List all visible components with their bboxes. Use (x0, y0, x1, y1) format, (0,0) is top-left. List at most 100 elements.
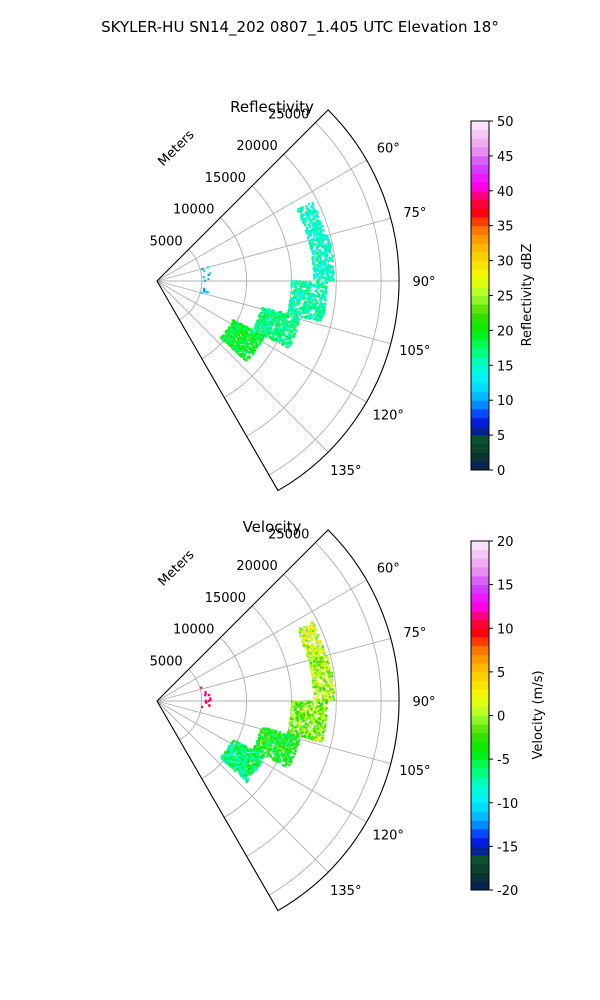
echo-gate (313, 277, 316, 280)
colorbar-segment (471, 400, 489, 410)
echo-gate (252, 348, 255, 351)
echo-gate (235, 345, 238, 348)
echo-gate (296, 713, 299, 716)
echo-gate (247, 757, 250, 760)
echo-gate (226, 748, 230, 751)
echo-gate (254, 768, 257, 771)
echo-gate (243, 771, 246, 774)
echo-gate (300, 290, 304, 293)
echo-gate (273, 751, 276, 754)
echo-gate (328, 251, 332, 254)
echo-gate (307, 283, 311, 287)
echo-gate (290, 314, 293, 317)
echo-gate (319, 235, 322, 238)
echo-gate (284, 321, 287, 324)
echo-gate (273, 750, 276, 753)
echo-gate (308, 241, 311, 244)
echo-gate (319, 716, 322, 719)
echo-gate (304, 223, 307, 226)
echo-gate (266, 330, 269, 333)
colorbar-segment (471, 155, 489, 166)
echo-gate (247, 346, 250, 349)
echo-gate (255, 327, 259, 330)
echo-gate (297, 300, 300, 303)
echo-region (286, 700, 328, 743)
echo-gate (329, 697, 333, 700)
echo-gate (291, 735, 294, 738)
echo-gate (229, 751, 232, 754)
echo-gate (321, 290, 324, 293)
colorbar-segment (471, 654, 489, 664)
echo-gate (254, 744, 257, 748)
echo-gate (326, 267, 330, 271)
echo-gate (316, 307, 319, 311)
echo-gate (318, 305, 322, 309)
echo-gate (294, 325, 297, 328)
echo-gate (311, 705, 314, 708)
colorbar-segment (471, 567, 489, 577)
echo-gate (322, 666, 325, 669)
echo-gate (310, 716, 313, 719)
echo-gate (259, 335, 262, 338)
echo-gate (297, 733, 300, 736)
echo-gate (317, 738, 320, 741)
echo-gate (297, 725, 300, 728)
echo-gate (324, 669, 327, 672)
echo-gate (234, 322, 237, 325)
echo-gate (312, 256, 315, 259)
echo-gate (289, 747, 292, 750)
echo-gate (310, 228, 314, 231)
echo-gate (319, 315, 322, 318)
echo-gate (232, 758, 236, 761)
echo-gate (228, 340, 231, 343)
echo-gate (305, 315, 308, 319)
echo-gate (259, 340, 262, 343)
echo-gate (308, 211, 311, 214)
echo-gate (245, 348, 249, 352)
echo-gate (328, 245, 332, 248)
echo-gate (305, 307, 308, 310)
echo-gate (268, 311, 271, 315)
echo-gate (230, 324, 233, 328)
range-tick-label: 5000 (150, 234, 183, 249)
echo-gate (258, 322, 261, 325)
echo-gate (294, 289, 297, 292)
echo-gate (241, 341, 245, 344)
echo-gate (247, 770, 250, 773)
echo-gate (290, 335, 293, 338)
echo-gate (311, 681, 315, 684)
echo-gate (270, 313, 273, 316)
echo-gate (327, 238, 330, 242)
echo-gate (283, 764, 287, 767)
echo-gate (252, 340, 255, 343)
echo-gate (266, 309, 269, 312)
echo-gate (281, 737, 284, 740)
echo-gate (296, 732, 299, 735)
echo-gate (309, 645, 312, 648)
echo-gate (224, 758, 228, 761)
echo-gate (288, 327, 291, 330)
echo-gate (239, 752, 242, 756)
echo-gate (290, 724, 293, 727)
echo-gate (311, 203, 315, 206)
echo-gate (242, 768, 245, 771)
echo-gate (273, 311, 276, 314)
echo-gate (288, 725, 291, 728)
echo-gate (241, 758, 244, 761)
echo-gate (244, 757, 247, 761)
echo-gate (292, 307, 295, 310)
echo-gate (323, 677, 326, 680)
echo-gate (258, 737, 262, 740)
echo-gate (220, 336, 223, 339)
azimuth-tick-label: 105° (399, 764, 430, 779)
echo-gate (305, 302, 308, 305)
echo-gate (286, 732, 290, 735)
echo-gate (313, 651, 316, 654)
echo-gate (321, 284, 324, 288)
echo-gate (290, 340, 293, 344)
echo-gate (240, 770, 243, 773)
echo-gate (326, 244, 329, 248)
colorbar-segment (471, 260, 489, 270)
echo-gate (245, 763, 248, 766)
echo-gate (242, 771, 245, 774)
